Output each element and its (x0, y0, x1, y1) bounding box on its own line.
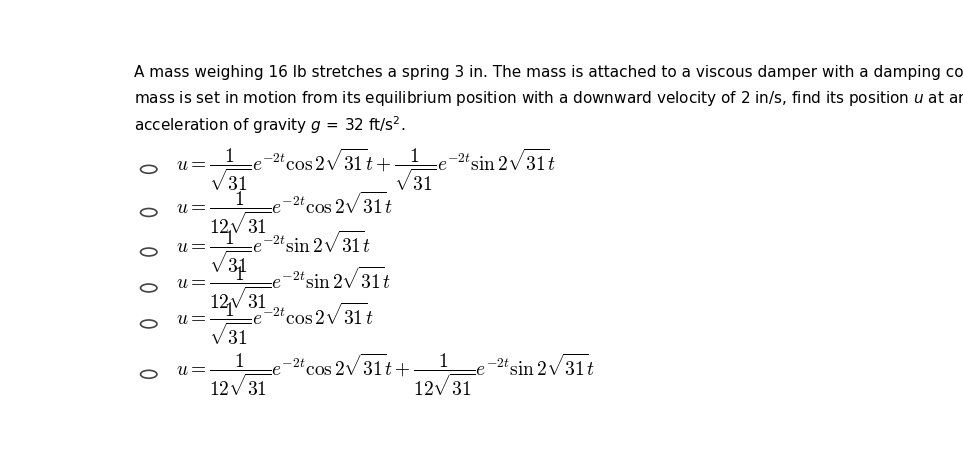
Text: $u = \dfrac{1}{12\sqrt{31}}e^{-2t}\sin2\sqrt{31}t$: $u = \dfrac{1}{12\sqrt{31}}e^{-2t}\sin2\… (176, 265, 391, 311)
Text: $u = \dfrac{1}{12\sqrt{31}}e^{-2t}\cos2\sqrt{31}t$: $u = \dfrac{1}{12\sqrt{31}}e^{-2t}\cos2\… (176, 189, 393, 236)
Text: mass is set in motion from its equilibrium position with a downward velocity of : mass is set in motion from its equilibri… (134, 90, 963, 108)
Text: A mass weighing 16 lb stretches a spring 3 in. The mass is attached to a viscous: A mass weighing 16 lb stretches a spring… (134, 65, 963, 80)
Text: $u = \dfrac{1}{\sqrt{31}}e^{-2t}\cos2\sqrt{31}t + \dfrac{1}{\sqrt{31}}e^{-2t}\si: $u = \dfrac{1}{\sqrt{31}}e^{-2t}\cos2\sq… (176, 146, 557, 192)
Text: acceleration of gravity $g\,=\,32$ ft/s$^2$.: acceleration of gravity $g\,=\,32$ ft/s$… (134, 114, 405, 135)
Text: $u = \dfrac{1}{\sqrt{31}}e^{-2t}\sin2\sqrt{31}t$: $u = \dfrac{1}{\sqrt{31}}e^{-2t}\sin2\sq… (176, 229, 372, 276)
Text: $u = \dfrac{1}{\sqrt{31}}e^{-2t}\cos2\sqrt{31}t$: $u = \dfrac{1}{\sqrt{31}}e^{-2t}\cos2\sq… (176, 301, 374, 347)
Text: $u = \dfrac{1}{12\sqrt{31}}e^{-2t}\cos2\sqrt{31}t + \dfrac{1}{12\sqrt{31}}e^{-2t: $u = \dfrac{1}{12\sqrt{31}}e^{-2t}\cos2\… (176, 351, 595, 397)
